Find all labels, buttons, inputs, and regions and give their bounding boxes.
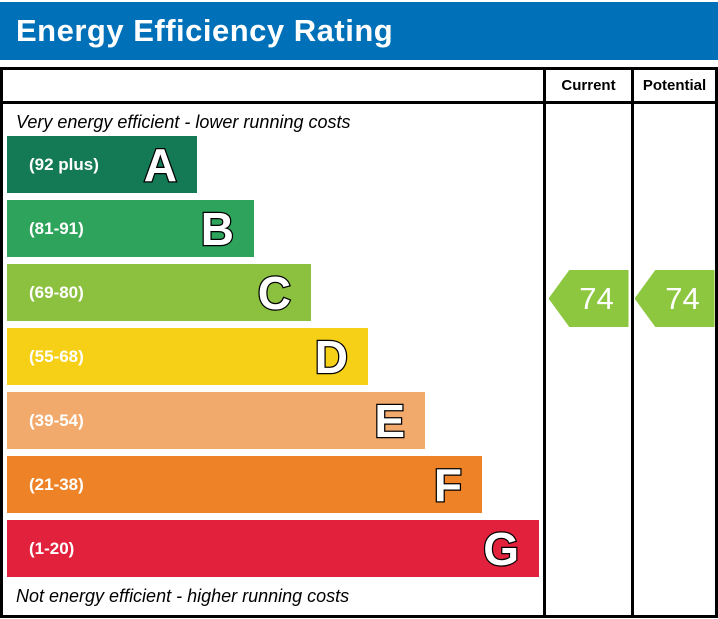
chart-header-cell (3, 70, 543, 104)
top-note: Very energy efficient - lower running co… (16, 112, 351, 132)
epc-rating-table: Current Potential Very energy efficient … (0, 67, 718, 618)
band-letter: A (143, 138, 179, 191)
band-range-label: (69-80) (29, 282, 84, 302)
band-bar-d: (55-68) D (7, 328, 368, 385)
band-bar-f: (21-38) F (7, 456, 482, 513)
band-range-label: (55-68) (29, 346, 84, 366)
band-letter: E (373, 394, 406, 447)
potential-score-column: 74 (631, 104, 715, 615)
band-letter: G (482, 522, 520, 575)
potential-rating-value: 74 (665, 280, 700, 316)
current-column-header: Current (543, 70, 631, 104)
band-bar-a: (92 plus) A (7, 136, 197, 193)
band-range-label: (21-38) (29, 474, 84, 494)
rating-bands-chart: Very energy efficient - lower running co… (3, 104, 543, 615)
band-range-label: (39-54) (29, 410, 84, 430)
band-range-label: (92 plus) (29, 154, 99, 174)
current-rating-arrow: 74 (548, 270, 629, 327)
band-letter: B (200, 202, 236, 255)
band-range-label: (81-91) (29, 218, 84, 238)
potential-column-header: Potential (631, 70, 715, 104)
band-bar-c: (69-80) C (7, 264, 311, 321)
potential-column-label: Potential (642, 77, 707, 94)
band-bar-g: (1-20) G (7, 520, 539, 577)
band-bar-b: (81-91) B (7, 200, 254, 257)
current-score-column: 74 (543, 104, 631, 615)
band-range-label: (1-20) (29, 538, 75, 558)
band-bar-e: (39-54) E (7, 392, 425, 449)
band-letter: F (433, 458, 464, 511)
page-title: Energy Efficiency Rating (16, 13, 394, 48)
bottom-note: Not energy efficient - higher running co… (16, 586, 350, 606)
title-banner: Energy Efficiency Rating (0, 2, 718, 60)
current-column-label: Current (561, 77, 616, 94)
current-rating-value: 74 (579, 280, 614, 316)
band-letter: C (257, 266, 293, 319)
potential-rating-arrow: 74 (634, 270, 715, 327)
band-letter: D (314, 330, 350, 383)
